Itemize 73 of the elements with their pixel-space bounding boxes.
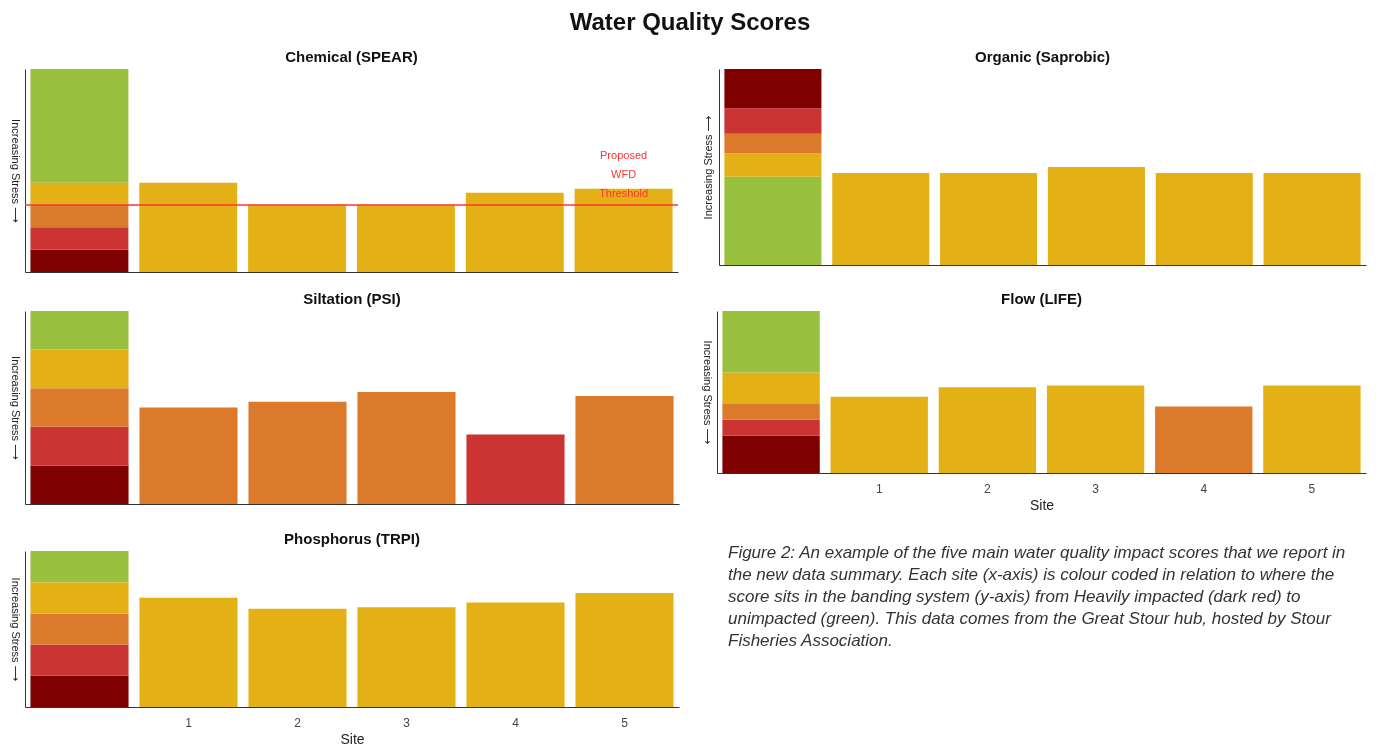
bar: [724, 176, 822, 265]
y-axis-title: Increasing Stress ⟶: [9, 119, 22, 224]
bar: [724, 153, 822, 177]
bar: [830, 396, 928, 473]
bar: [30, 613, 129, 645]
bar: [356, 205, 455, 272]
bar: [575, 593, 674, 707]
bar: [248, 401, 347, 504]
bar: [575, 395, 674, 504]
x-tick-label: 4: [1200, 481, 1208, 496]
bar: [139, 182, 238, 272]
x-tick-label: 1: [875, 481, 883, 496]
x-axis-title: Site: [340, 730, 365, 747]
bar: [722, 372, 820, 404]
bar: [30, 227, 129, 250]
bar: [724, 69, 822, 109]
y-axis-title: Increasing Stress ⟶: [9, 356, 22, 461]
bar: [139, 407, 238, 504]
text: Water Quality Scores: [568, 8, 812, 36]
bar: [30, 349, 129, 389]
bar: [30, 582, 129, 614]
bar: [724, 108, 822, 134]
ref-line-label: Proposed WFD Threshold: [599, 149, 649, 200]
bar: [1263, 172, 1361, 265]
bar: [30, 675, 129, 707]
bar: [30, 249, 129, 272]
bar: [30, 388, 129, 427]
bar: [1155, 172, 1253, 265]
caption: Figure 2: An example of the five main water quality impact scores that we report in the new data summary. Each site (x-axis) is colour coded in relation to where the score sits in the banding system (y-axis) from Heavily impacted (dark red) to unimpacted (green). This data comes from the Great Stour hub, hosted by Stour Fisheries Association.: [728, 542, 1347, 652]
x-tick-label: 5: [621, 715, 629, 730]
bar: [1263, 385, 1361, 473]
x-tick-label: 3: [1092, 481, 1100, 496]
chart-title: Organic (Saprobic): [974, 48, 1111, 65]
x-tick-label: 3: [403, 715, 411, 730]
bar: [357, 607, 456, 707]
y-axis-title: Increasing Stress ⟶: [701, 340, 714, 445]
bar: [30, 182, 129, 206]
bar: [832, 172, 930, 265]
y-axis-title: Increasing Stress ⟶: [701, 115, 714, 220]
bar: [30, 205, 129, 228]
bar: [938, 387, 1037, 473]
x-tick-label: 2: [984, 481, 992, 496]
chart-title: Chemical (SPEAR): [285, 48, 418, 65]
x-tick-label: 2: [294, 715, 302, 730]
bar: [248, 608, 347, 707]
bar: [248, 205, 347, 272]
bar: [1046, 385, 1145, 473]
bar: [722, 403, 820, 420]
bar: [574, 188, 673, 272]
bar: [30, 644, 129, 676]
chart-title: Flow (LIFE): [1001, 290, 1082, 307]
bar: [722, 435, 820, 473]
bar: [30, 551, 129, 583]
bar: [30, 69, 129, 183]
bar: [722, 311, 820, 373]
bar: [357, 392, 456, 504]
chart-title: Siltation (PSI): [303, 290, 401, 307]
bar: [1047, 167, 1145, 265]
x-tick-label: 5: [1308, 481, 1316, 496]
bar: [724, 133, 822, 154]
bar: [466, 602, 565, 707]
chart-title: Phosphorus (TRPI): [284, 530, 420, 547]
x-tick-label: 1: [185, 715, 193, 730]
bar: [30, 311, 129, 350]
bar: [139, 597, 238, 707]
y-axis-title: Increasing Stress ⟶: [9, 577, 22, 682]
bar: [30, 426, 129, 466]
bar: [465, 192, 564, 272]
bar: [940, 172, 1038, 265]
bar: [30, 465, 129, 504]
bar: [722, 419, 820, 436]
x-axis-title: Site: [1029, 496, 1055, 513]
x-tick-label: 4: [512, 715, 520, 730]
